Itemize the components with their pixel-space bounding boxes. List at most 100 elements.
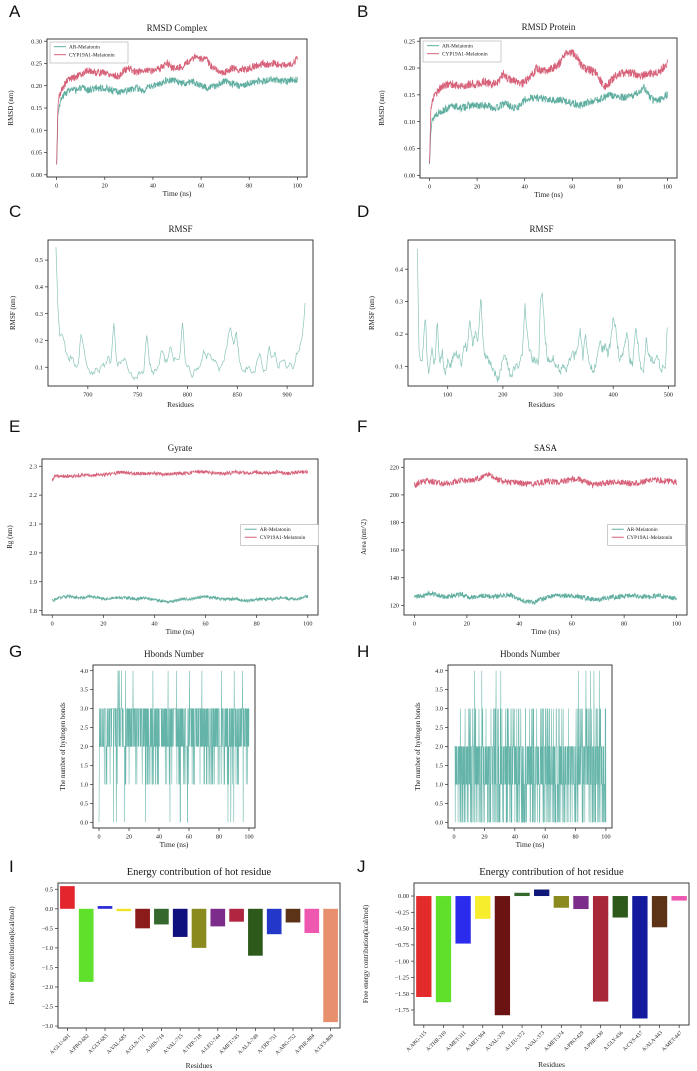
- svg-text:2.0: 2.0: [435, 744, 443, 751]
- svg-text:0.10: 0.10: [31, 127, 42, 134]
- svg-text:60: 60: [569, 621, 575, 628]
- svg-text:0.5: 0.5: [45, 886, 53, 893]
- svg-text:AR-Melatonin: AR-Melatonin: [69, 45, 100, 51]
- svg-text:40: 40: [512, 834, 518, 841]
- svg-text:−1.00: −1.00: [395, 958, 409, 965]
- svg-text:60: 60: [542, 834, 548, 841]
- svg-text:0.5: 0.5: [35, 257, 43, 264]
- svg-text:0.2: 0.2: [395, 331, 403, 338]
- svg-text:−0.75: −0.75: [395, 942, 409, 949]
- svg-text:0.3: 0.3: [395, 299, 403, 306]
- svg-text:Residues: Residues: [538, 1060, 565, 1069]
- svg-text:0.4: 0.4: [35, 284, 43, 291]
- svg-text:200: 200: [390, 492, 399, 499]
- svg-text:100: 100: [601, 834, 610, 841]
- svg-text:Time (ns): Time (ns): [160, 840, 189, 849]
- svg-text:2.5: 2.5: [435, 725, 443, 732]
- svg-text:300: 300: [553, 392, 562, 399]
- svg-text:A:PRO-429: A:PRO-429: [563, 1030, 586, 1053]
- hbonds-cyp19a1-chart: Hbonds Number 0.0 0.5 1.0 1.5 2.0 2.5 3.0 3.5 4.0…: [414, 649, 613, 849]
- svg-text:1.0: 1.0: [435, 782, 443, 789]
- svg-text:−1.5: −1.5: [42, 965, 53, 972]
- svg-text:80: 80: [254, 621, 260, 628]
- svg-text:−1.50: −1.50: [395, 991, 409, 998]
- chart-wrap-d: RMSF 0.1 0.2 0.3 0.4 100 200 300 400 500 RMSF (nm)…: [348, 200, 697, 415]
- svg-text:750: 750: [133, 392, 142, 399]
- svg-text:0.10: 0.10: [404, 119, 415, 126]
- svg-text:700: 700: [83, 392, 92, 399]
- svg-text:0: 0: [428, 184, 431, 191]
- panel-d: D RMSF 0.1 0.2 0.3 0.4 100 200 300 400 500 RMSF (n…: [348, 200, 697, 415]
- svg-text:160: 160: [390, 547, 399, 554]
- svg-text:−0.25: −0.25: [395, 909, 409, 916]
- svg-text:1.5: 1.5: [80, 763, 88, 770]
- panel-letter-b: B: [357, 2, 369, 21]
- svg-text:180: 180: [390, 520, 399, 527]
- svg-text:0.0: 0.0: [435, 819, 443, 826]
- svg-text:3.0: 3.0: [80, 706, 88, 713]
- svg-text:0.4: 0.4: [395, 266, 403, 273]
- panel-c: C RMSF 0.1 0.2 0.3 0.4 0.5 700 750 800 850 900 RMSF…: [0, 200, 348, 415]
- panel-g: G Hbonds Number 0.0 0.5 1.0 1.5 2.0 2.5 3.0 3.5 4…: [0, 640, 348, 855]
- svg-text:The number of hydrogen bonds: The number of hydrogen bonds: [414, 702, 422, 791]
- svg-text:800: 800: [183, 392, 192, 399]
- svg-text:100: 100: [443, 392, 452, 399]
- svg-text:0: 0: [413, 621, 416, 628]
- rmsf-ar-chart: RMSF 0.1 0.2 0.3 0.4 0.5 700 750 800 850 900 RMSF (…: [9, 224, 314, 409]
- chart-wrap-h: Hbonds Number 0.0 0.5 1.0 1.5 2.0 2.5 3.0 3.5 4.0…: [348, 640, 697, 855]
- svg-text:RMSF (nm): RMSF (nm): [368, 295, 376, 330]
- svg-text:0.25: 0.25: [31, 61, 42, 68]
- svg-text:200: 200: [498, 392, 507, 399]
- svg-text:Free energy contribution(kcal/: Free energy contribution(kcal/mol): [362, 904, 370, 1003]
- panel-letter-i: I: [9, 857, 14, 876]
- svg-text:A:LYS-808: A:LYS-808: [313, 1033, 335, 1055]
- svg-text:80: 80: [246, 183, 252, 190]
- panel-letter-c: C: [9, 202, 22, 221]
- svg-text:20: 20: [481, 834, 487, 841]
- panel-h: H Hbonds Number 0.0 0.5 1.0 1.5 2.0 2.5 3.0 3.5 4…: [348, 640, 697, 855]
- svg-text:−3.0: −3.0: [42, 1023, 53, 1030]
- svg-text:Hbonds Number: Hbonds Number: [500, 649, 560, 659]
- svg-text:AR-Melatonin: AR-Melatonin: [260, 527, 291, 533]
- rmsd-complex-chart: RMSD Complex 0.00 0.05 0.10 0.15 0.20 0.25 0.30…: [7, 23, 308, 198]
- sasa-chart: SASA 120 140 160 180 200 220 0 20 40 60 80 100 Area (…: [360, 443, 688, 636]
- svg-text:RMSF: RMSF: [168, 224, 192, 234]
- svg-text:40: 40: [516, 621, 522, 628]
- panel-j: J Energy contribution of hot residue 0.00…: [348, 855, 697, 1071]
- svg-text:20: 20: [464, 621, 470, 628]
- svg-text:0.1: 0.1: [35, 364, 43, 371]
- svg-text:80: 80: [621, 621, 627, 628]
- svg-text:40: 40: [156, 834, 162, 841]
- svg-text:A:GLN-711: A:GLN-711: [124, 1033, 147, 1056]
- panel-a: A RMSD Complex 0.00 0.05 0.10 0.15 0.20 0.25 0.…: [0, 0, 348, 200]
- rmsf-cyp19a1-chart: RMSF 0.1 0.2 0.3 0.4 100 200 300 400 500 RMSF (nm)…: [368, 224, 676, 409]
- svg-text:2.0: 2.0: [80, 744, 88, 751]
- svg-text:Residues: Residues: [186, 1061, 213, 1070]
- svg-text:850: 850: [233, 392, 242, 399]
- svg-text:40: 40: [151, 621, 157, 628]
- svg-text:0.20: 0.20: [31, 83, 42, 90]
- svg-text:Gyrate: Gyrate: [168, 443, 193, 453]
- svg-text:CYP19A1-Melatonin: CYP19A1-Melatonin: [442, 52, 488, 58]
- svg-text:−1.0: −1.0: [42, 945, 53, 952]
- svg-text:0.1: 0.1: [395, 364, 403, 371]
- svg-text:1.5: 1.5: [435, 763, 443, 770]
- svg-text:60: 60: [198, 183, 204, 190]
- svg-text:The number of hydrogen bonds: The number of hydrogen bonds: [59, 702, 67, 791]
- svg-text:4.0: 4.0: [80, 668, 88, 675]
- svg-text:60: 60: [202, 621, 208, 628]
- svg-text:−0.5: −0.5: [42, 925, 53, 932]
- svg-text:400: 400: [609, 392, 618, 399]
- svg-text:A:ARG-752: A:ARG-752: [274, 1033, 297, 1056]
- svg-text:RMSF (nm): RMSF (nm): [9, 295, 17, 330]
- svg-text:CYP19A1-Melatonin: CYP19A1-Melatonin: [69, 53, 115, 59]
- gyrate-chart: Gyrate 1.8 1.9 2.0 2.1 2.2 2.3 0 20 40 60 80 100 Rg (…: [6, 443, 319, 636]
- svg-text:RMSD (nm): RMSD (nm): [7, 90, 15, 126]
- panel-letter-h: H: [357, 642, 370, 661]
- svg-text:20: 20: [100, 621, 106, 628]
- svg-text:−1.25: −1.25: [395, 975, 409, 982]
- panel-letter-g: G: [9, 642, 23, 661]
- svg-text:0.25: 0.25: [404, 38, 415, 45]
- svg-text:Energy contribution of hot res: Energy contribution of hot residue: [479, 867, 624, 878]
